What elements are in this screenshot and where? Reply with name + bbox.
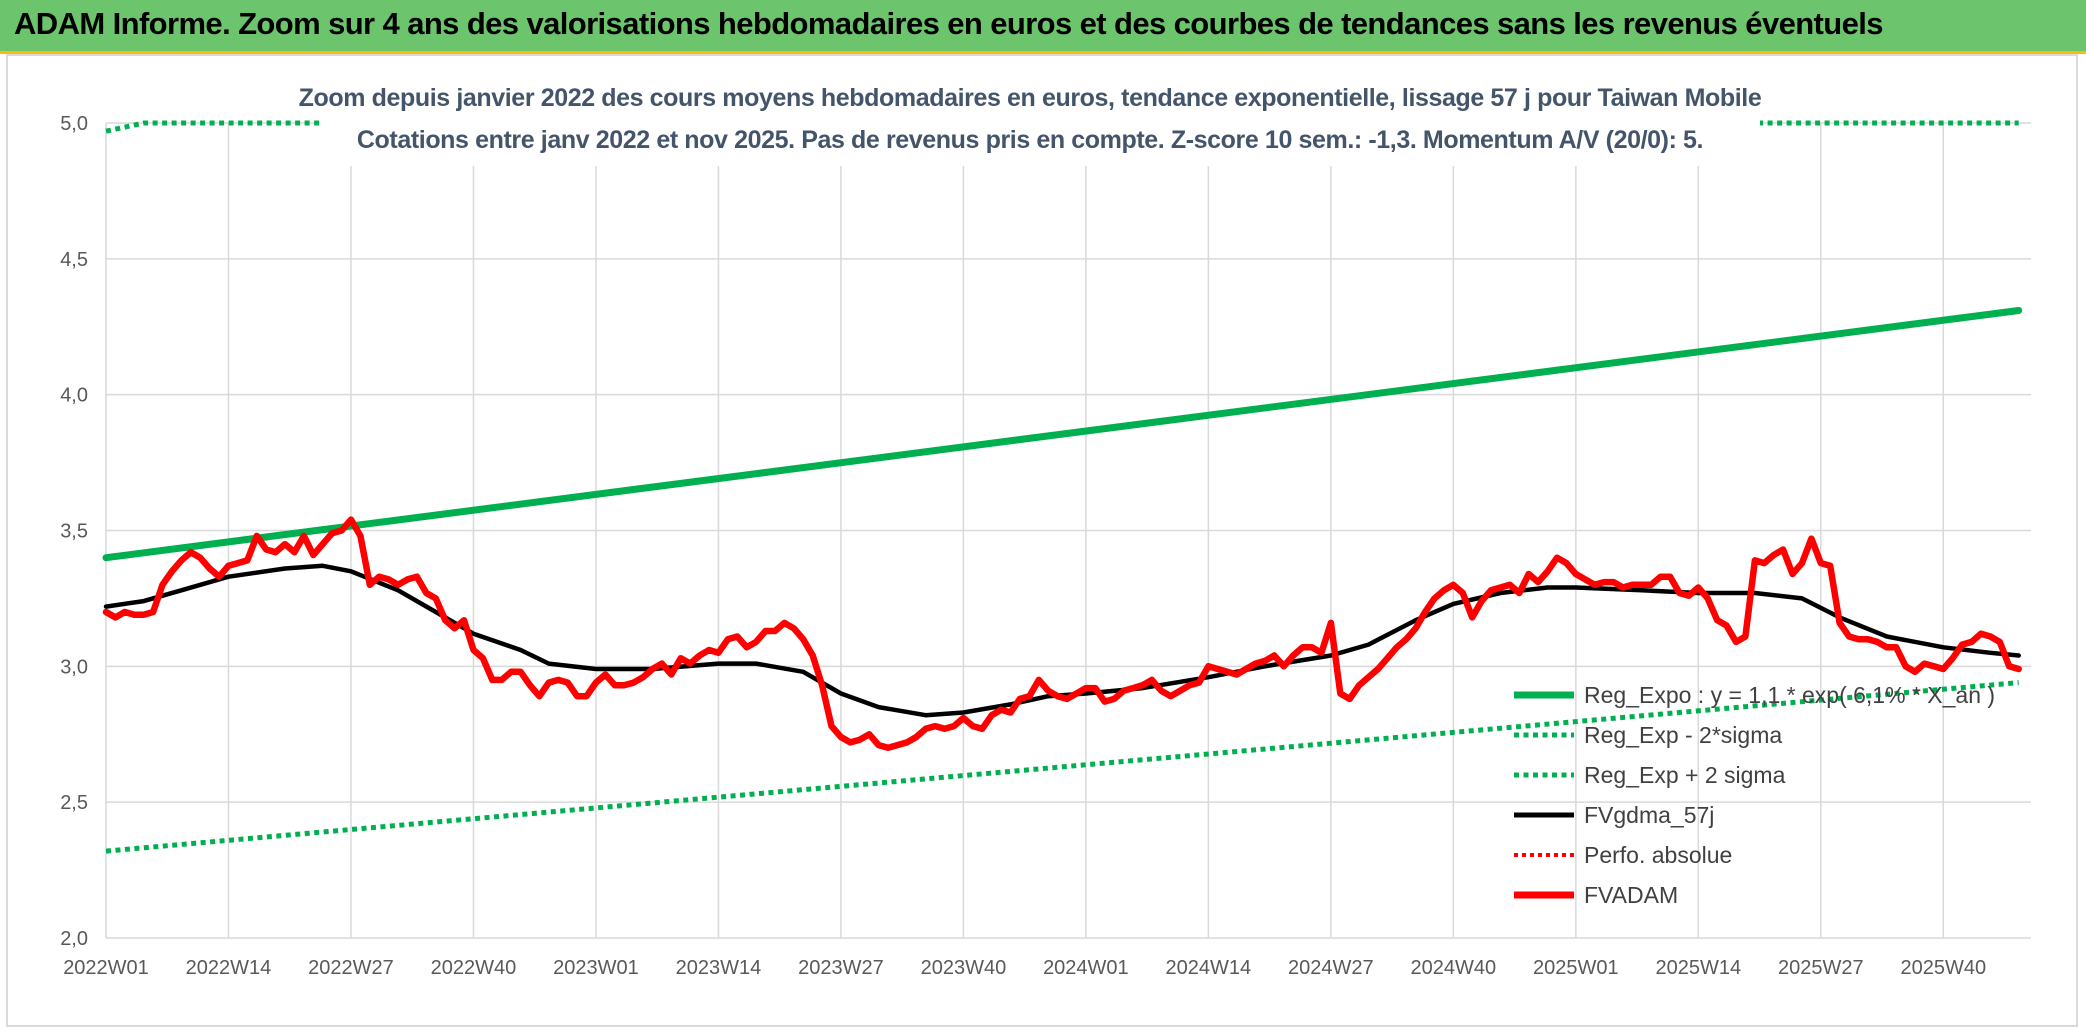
legend-swatch-dotted-red [1514,853,1574,857]
legend-item-perfo-absolue: Perfo. absolue [1510,835,1995,875]
y-tick-label: 3,5 [60,521,88,543]
legend-item-reg-exp-plus: Reg_Exp + 2 sigma [1510,755,1995,795]
reg-exp-plus-2sigma-line [105,120,2019,134]
chart-legend: Reg_Expo : y = 1,1 * exp( 6,1% * X_an ) … [1510,675,1995,915]
reg-exp-minus-2sigma-line [105,680,2019,854]
y-tick-label: 2,5 [60,792,88,814]
y-tick-label: 4,0 [60,385,88,407]
x-tick-label: 2022W14 [186,957,272,979]
legend-swatch-dotted-green [1514,772,1574,778]
reg-expo-line [102,307,2023,562]
x-tick-label: 2025W27 [1778,957,1864,979]
chart-frame [6,54,2078,1027]
fvgdma-57j-line [103,563,2021,718]
x-tick-label: 2024W14 [1166,957,1252,979]
legend-label: Reg_Expo : y = 1,1 * exp( 6,1% * X_an ) [1584,681,1996,708]
legend-swatch-solid-red [1514,891,1574,899]
legend-item-reg-exp-minus: Reg_Exp - 2*sigma [1510,715,1995,755]
report-banner: ADAM Informe. Zoom sur 4 ans des valoris… [0,0,2086,54]
report-title: ADAM Informe. Zoom sur 4 ans des valoris… [14,6,1884,41]
legend-label: Perfo. absolue [1584,841,1733,868]
legend-label: Reg_Exp - 2*sigma [1584,721,1783,748]
x-tick-label: 2024W01 [1043,957,1129,979]
x-tick-label: 2025W01 [1533,957,1619,979]
x-tick-label: 2023W27 [798,957,884,979]
x-tick-label: 2024W27 [1288,957,1374,979]
x-tick-label: 2022W01 [63,957,149,979]
x-tick-label: 2022W27 [308,957,394,979]
legend-label: Reg_Exp + 2 sigma [1584,761,1786,788]
fvadam-line [102,516,2022,752]
chart-title-line-1: Zoom depuis janvier 2022 des cours moyen… [298,84,1762,112]
legend-swatch-solid-green [1514,691,1574,699]
y-tick-label: 3,0 [60,656,88,678]
legend-swatch-solid-black [1514,812,1574,818]
legend-label: FVADAM [1584,881,1679,908]
legend-item-fvadam: FVADAM [1510,875,1995,915]
legend-item-reg-expo: Reg_Expo : y = 1,1 * exp( 6,1% * X_an ) [1510,675,1995,715]
x-tick-label: 2022W40 [431,957,517,979]
y-tick-label: 4,5 [60,249,88,271]
legend-item-fvgdma: FVgdma_57j [1510,795,1995,835]
x-tick-label: 2023W14 [676,957,762,979]
y-tick-label: 5,0 [60,113,88,135]
x-tick-label: 2025W14 [1656,957,1742,979]
x-tick-label: 2023W01 [553,957,639,979]
legend-label: FVgdma_57j [1584,801,1715,828]
x-tick-label: 2023W40 [921,957,1007,979]
x-tick-label: 2025W40 [1900,957,1986,979]
legend-swatch-dotted-green [1514,732,1574,738]
x-tick-label: 2024W40 [1411,957,1497,979]
chart-title-line-2: Cotations entre janv 2022 et nov 2025. P… [356,126,1704,154]
y-tick-label: 2,0 [60,928,88,950]
title-background [320,82,1760,166]
